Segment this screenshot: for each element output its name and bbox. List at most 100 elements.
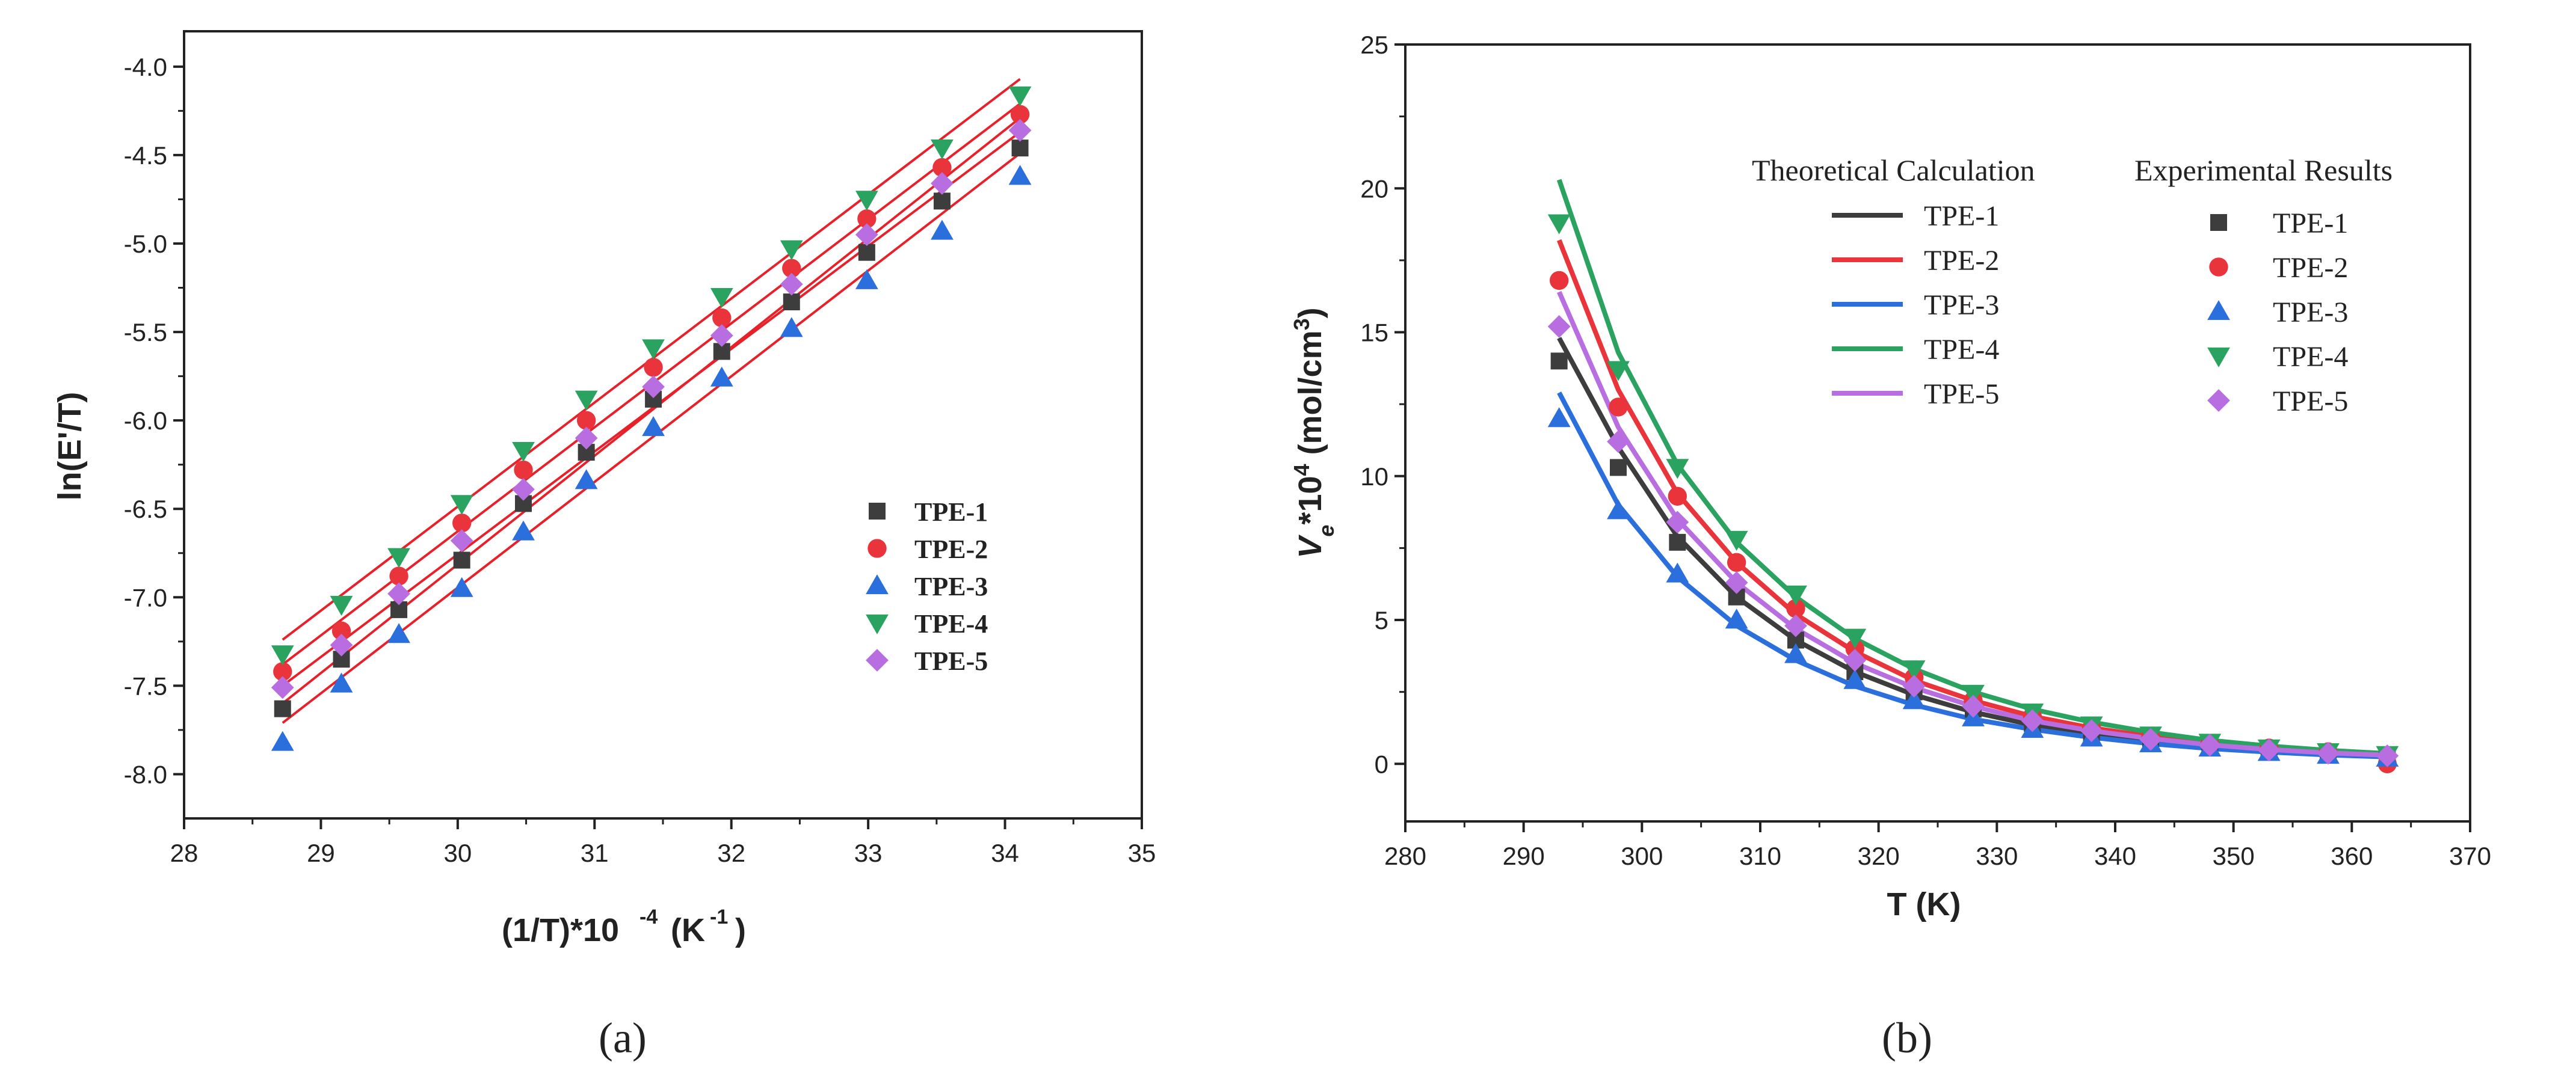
- b-point-tpe-5: [2317, 741, 2340, 765]
- a-point-tpe-2: [857, 209, 877, 229]
- a-point-tpe-1: [858, 244, 875, 261]
- a-point-tpe-2: [932, 158, 952, 177]
- a-x-axis-label: (1/T)*10: [502, 912, 619, 948]
- b-legend-marker-tpe-2: [2209, 257, 2228, 277]
- b-y-tick-label: 25: [1360, 31, 1388, 59]
- b-legend-marker-label: TPE-4: [2273, 341, 2348, 373]
- a-point-tpe-5: [710, 324, 733, 347]
- a-point-tpe-2: [452, 514, 472, 533]
- a-legend-marker-tpe-5: [866, 649, 889, 672]
- a-point-tpe-5: [271, 676, 294, 699]
- b-y-axis-label-part: *10: [1292, 476, 1328, 524]
- a-point-tpe-4: [271, 645, 294, 666]
- b-point-tpe-1: [1550, 352, 1568, 370]
- a-point-tpe-5: [780, 272, 803, 296]
- a-point-tpe-3: [931, 219, 954, 240]
- b-y-axis-label-part: V: [1292, 535, 1328, 559]
- a-point-tpe-3: [780, 317, 803, 337]
- b-point-tpe-3: [1843, 669, 1867, 689]
- b-legend-title-experiment: Experimental Results: [2134, 153, 2393, 187]
- a-y-axis-label: ln(E'/T): [52, 392, 88, 501]
- b-point-tpe-3: [1547, 407, 1571, 428]
- b-point-tpe-5: [1962, 695, 1985, 718]
- a-point-tpe-2: [389, 566, 408, 586]
- b-y-tick-label: 5: [1375, 606, 1388, 634]
- b-point-tpe-4: [1725, 530, 1748, 551]
- a-x-axis-label-unit-exp: -1: [710, 906, 728, 928]
- b-point-tpe-5: [2198, 734, 2222, 757]
- a-x-axis-label-close: ): [735, 912, 746, 948]
- a-point-tpe-4: [1008, 86, 1032, 106]
- a-point-tpe-3: [387, 623, 410, 643]
- a-point-tpe-4: [931, 139, 954, 160]
- b-point-tpe-3: [1725, 609, 1748, 629]
- b-y-axis-label: Ve*104 (mol/cm3): [1289, 307, 1339, 558]
- a-point-tpe-5: [512, 477, 535, 501]
- a-point-tpe-2: [712, 308, 732, 328]
- b-legend-line-label: TPE-3: [1924, 289, 1999, 321]
- b-y-tick-label: 0: [1375, 750, 1388, 778]
- b-y-axis-label-group: Ve*104 (mol/cm3): [1289, 307, 1339, 558]
- b-point-tpe-1: [1610, 459, 1627, 476]
- b-x-tick-label: 370: [2449, 842, 2491, 870]
- a-legend-label: TPE-3: [914, 572, 988, 601]
- a-point-tpe-2: [1010, 105, 1030, 124]
- b-legend-line-label: TPE-5: [1924, 378, 1999, 410]
- b-x-tick-label: 320: [1858, 842, 1900, 870]
- b-point-tpe-4: [1962, 684, 1985, 705]
- b-x-tick-label: 360: [2331, 842, 2373, 870]
- a-fit-line-tpe-3: [282, 152, 1021, 724]
- a-legend-marker-tpe-3: [866, 574, 889, 595]
- a-point-tpe-4: [512, 441, 535, 462]
- a-point-tpe-4: [780, 240, 803, 260]
- b-point-tpe-4: [1547, 214, 1571, 235]
- a-point-tpe-2: [514, 460, 533, 480]
- b-point-tpe-4: [1902, 660, 1926, 681]
- b-x-tick-label: 350: [2213, 842, 2255, 870]
- b-point-tpe-5: [1607, 430, 1630, 453]
- a-x-tick-label: 30: [443, 839, 472, 867]
- a-point-tpe-3: [512, 520, 535, 541]
- b-point-tpe-5: [2139, 728, 2162, 751]
- a-point-tpe-4: [855, 191, 878, 211]
- b-point-tpe-5: [1725, 571, 1748, 594]
- a-y-tick-label: -8.0: [124, 760, 167, 788]
- b-y-tick-label: 20: [1360, 174, 1388, 203]
- b-legend-marker-label: TPE-3: [2273, 296, 2348, 328]
- a-point-tpe-2: [782, 259, 801, 278]
- b-point-tpe-3: [1666, 562, 1689, 583]
- b-legend-marker-tpe-5: [2207, 389, 2230, 412]
- b-y-axis-label-part: 4: [1289, 464, 1314, 476]
- b-point-tpe-5: [1547, 315, 1571, 338]
- b-point-tpe-5: [2376, 744, 2399, 767]
- b-x-tick-label: 280: [1384, 842, 1426, 870]
- b-legend-line-label: TPE-4: [1924, 334, 1999, 366]
- a-legend-label: TPE-2: [914, 535, 988, 564]
- a-point-tpe-5: [642, 375, 665, 399]
- a-point-tpe-4: [387, 548, 410, 568]
- panel-label-b: (b): [1882, 1014, 1932, 1062]
- b-point-tpe-2: [1549, 271, 1569, 290]
- a-x-tick-label: 32: [717, 839, 745, 867]
- a-y-tick-label: -4.0: [124, 53, 167, 81]
- a-point-tpe-1: [933, 192, 951, 210]
- b-legend-marker-label: TPE-1: [2273, 207, 2348, 239]
- b-legend-marker-label: TPE-2: [2273, 252, 2348, 284]
- b-point-tpe-5: [1902, 675, 1926, 698]
- a-point-tpe-3: [1008, 165, 1032, 185]
- a-point-tpe-4: [642, 339, 665, 360]
- a-point-tpe-5: [855, 223, 878, 247]
- a-point-tpe-2: [273, 662, 292, 681]
- a-point-tpe-5: [330, 633, 353, 657]
- b-y-tick-label: 15: [1360, 319, 1388, 347]
- a-point-tpe-2: [576, 411, 596, 430]
- b-legend-marker-tpe-3: [2207, 300, 2230, 321]
- a-point-tpe-3: [855, 269, 878, 289]
- a-x-axis-label-unit: (K: [671, 912, 705, 948]
- b-legend-line-label: TPE-1: [1924, 200, 1999, 232]
- a-y-tick-label: -5.5: [124, 318, 167, 346]
- b-point-tpe-4: [1784, 585, 1807, 606]
- b-point-tpe-3: [1902, 689, 1926, 710]
- b-y-axis-label-part: e: [1314, 525, 1339, 537]
- b-point-tpe-2: [1845, 639, 1865, 658]
